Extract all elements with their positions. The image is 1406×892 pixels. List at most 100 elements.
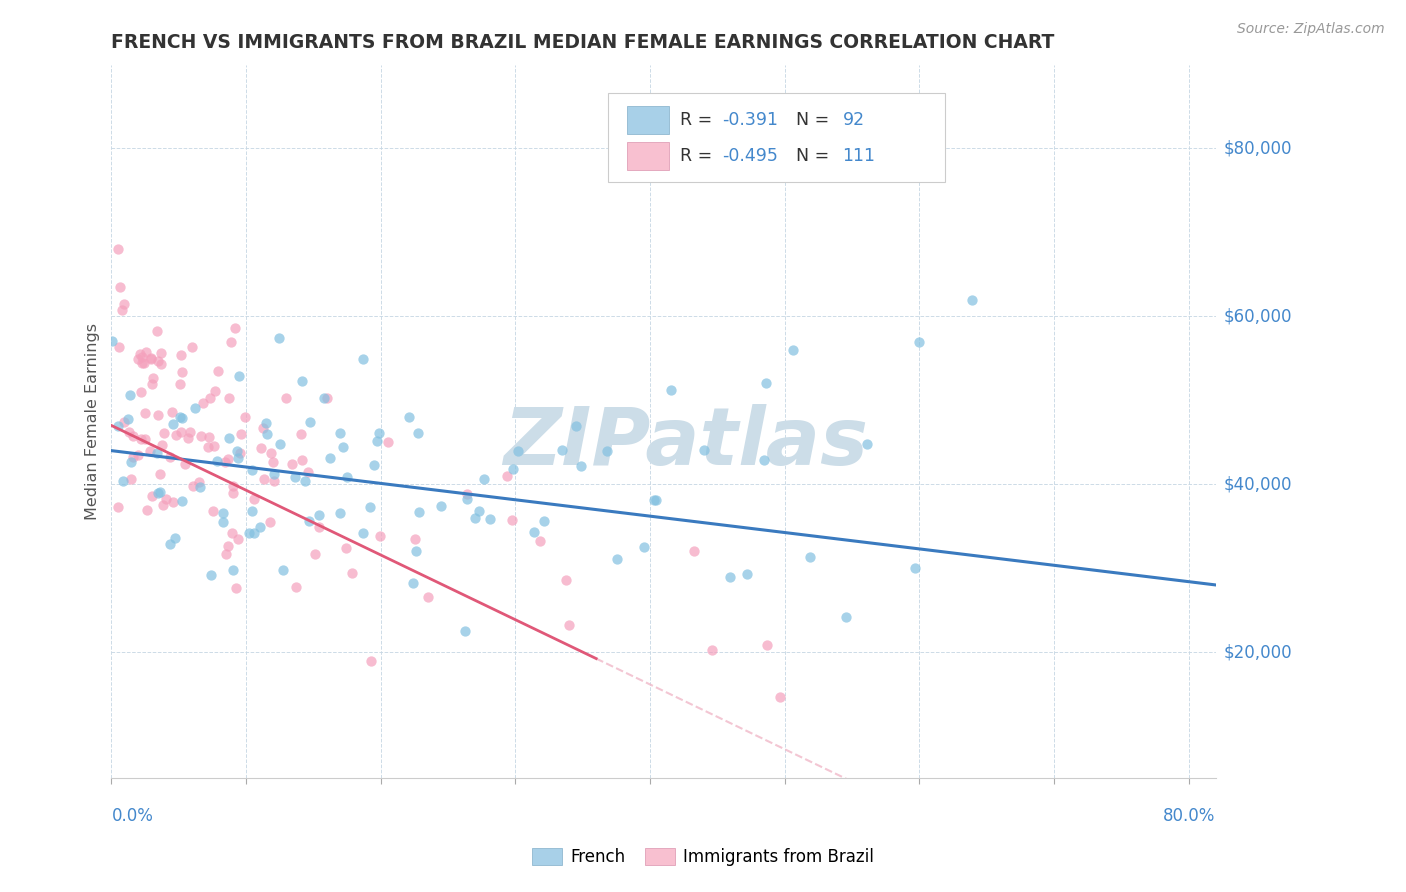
Point (218, 431, 240, 445)
Point (226, 450, 249, 465)
Point (221, 525, 243, 540)
Point (416, 591, 439, 605)
Point (165, 428, 187, 442)
Point (226, 533, 249, 547)
Point (211, 516, 233, 530)
Text: -0.391: -0.391 (723, 112, 778, 129)
Point (205, 454, 228, 468)
Point (117, 411, 139, 425)
Point (127, 352, 149, 367)
Point (218, 391, 240, 405)
Point (284, 470, 307, 484)
Point (155, 491, 177, 506)
Y-axis label: Median Female Earnings: Median Female Earnings (86, 323, 100, 520)
Point (468, 503, 491, 517)
Point (529, 534, 551, 549)
Point (456, 487, 478, 501)
Point (204, 384, 226, 398)
Point (225, 581, 247, 595)
Point (298, 416, 321, 430)
Point (197, 440, 219, 454)
Point (135, 503, 157, 517)
Point (165, 531, 187, 545)
Point (193, 396, 215, 410)
Point (107, 500, 129, 515)
Point (659, 383, 682, 397)
Point (259, 515, 281, 529)
Point (367, 426, 389, 441)
Point (172, 365, 194, 379)
Text: -0.495: -0.495 (723, 147, 778, 165)
Point (454, 624, 477, 638)
FancyBboxPatch shape (627, 106, 669, 135)
Point (291, 375, 314, 389)
Point (183, 401, 205, 415)
Point (254, 416, 277, 430)
Point (131, 356, 153, 370)
Point (222, 563, 245, 577)
Point (207, 364, 229, 378)
Point (856, 436, 879, 450)
Text: $40,000: $40,000 (1225, 475, 1292, 493)
Point (238, 526, 260, 541)
Point (174, 458, 197, 472)
Point (222, 478, 245, 492)
Point (181, 479, 204, 493)
Point (170, 410, 193, 425)
Point (148, 484, 170, 499)
Point (464, 511, 486, 525)
Point (308, 520, 330, 534)
Point (111, 303, 134, 318)
Point (162, 495, 184, 509)
Point (366, 434, 388, 448)
Point (408, 505, 430, 519)
Point (294, 474, 316, 488)
Point (755, 376, 778, 391)
Point (252, 420, 274, 434)
Point (169, 376, 191, 391)
Point (219, 335, 242, 350)
Point (134, 356, 156, 370)
Point (152, 426, 174, 441)
Legend: French, Immigrants from Brazil: French, Immigrants from Brazil (523, 840, 883, 875)
Point (129, 432, 152, 446)
Point (145, 324, 167, 338)
Point (308, 508, 330, 522)
Point (170, 348, 193, 362)
Point (141, 489, 163, 503)
Point (329, 506, 352, 520)
Point (263, 474, 285, 488)
Point (200, 568, 222, 582)
Point (141, 352, 163, 367)
Point (342, 566, 364, 581)
Point (200, 392, 222, 406)
Point (120, 472, 142, 486)
Point (159, 450, 181, 464)
Point (149, 467, 172, 482)
Point (769, 690, 792, 704)
Point (218, 452, 240, 467)
Point (596, 444, 619, 458)
Point (644, 492, 666, 507)
Point (291, 452, 314, 467)
Text: ZIPatlas: ZIPatlas (503, 404, 868, 482)
Point (269, 437, 291, 451)
Point (360, 654, 382, 668)
Point (198, 429, 221, 443)
Point (160, 405, 183, 419)
Point (904, 561, 927, 575)
Point (129, 385, 152, 400)
Point (352, 525, 374, 540)
Point (752, 453, 775, 467)
Point (129, 347, 152, 361)
Point (263, 467, 285, 481)
Point (402, 576, 425, 591)
Point (319, 451, 342, 466)
Point (297, 466, 319, 480)
Point (501, 513, 523, 527)
Text: 92: 92 (842, 112, 865, 129)
Point (405, 544, 427, 558)
Point (108, 280, 131, 294)
Point (149, 346, 172, 360)
Point (214, 455, 236, 469)
